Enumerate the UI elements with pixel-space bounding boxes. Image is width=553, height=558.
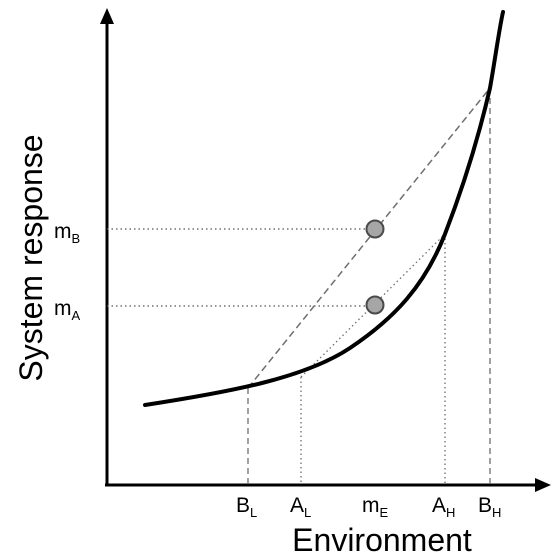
x-tick-ah: AH	[432, 494, 455, 520]
y-tick-ma: mA	[54, 297, 81, 323]
x-axis-title: Environment	[292, 522, 472, 558]
y-axis-title: System response	[13, 134, 49, 381]
y-axis-arrow-icon	[100, 8, 114, 24]
x-tick-al: AL	[290, 494, 311, 520]
marker-mb	[365, 219, 385, 239]
response-curve	[143, 10, 505, 407]
x-axis-arrow-icon	[535, 478, 551, 492]
chord-b	[247, 87, 491, 389]
y-tick-mb: mB	[54, 220, 80, 246]
marker-ma	[365, 295, 385, 315]
x-tick-me: mE	[362, 494, 389, 520]
x-tick-bh: BH	[478, 494, 501, 520]
x-tick-bl: BL	[236, 494, 257, 520]
